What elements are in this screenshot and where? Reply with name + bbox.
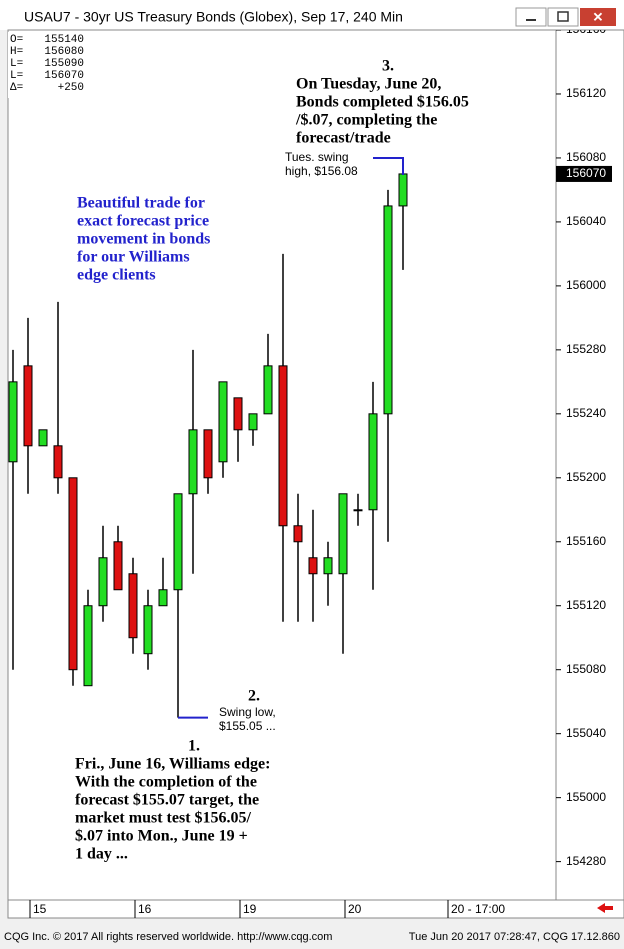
annotation-line: On Tuesday, June 20, xyxy=(296,76,441,93)
plot-layer: 156160 156120 156080 156040 156000 155280 1552… xyxy=(8,22,606,868)
scroll-arrow[interactable] xyxy=(597,903,613,913)
y-tick-label: 156120 xyxy=(566,86,606,100)
candle-body xyxy=(218,381,228,463)
info-value: 155090 xyxy=(44,58,84,70)
annotation-line: forecast/trade xyxy=(296,130,391,147)
info-value: 155140 xyxy=(44,34,84,46)
annotation-number: 2. xyxy=(248,688,260,705)
annotation-line: Fri., June 16, Williams edge: xyxy=(75,756,270,773)
info-value: 156080 xyxy=(44,46,84,58)
window-title: USAU7 - 30yr US Treasury Bonds (Globex),… xyxy=(24,9,403,25)
info-value: 156070 xyxy=(44,70,84,82)
candle-body xyxy=(203,429,213,479)
candle-body xyxy=(323,557,333,575)
y-tick-label: 155240 xyxy=(566,406,606,420)
candle-body xyxy=(308,557,318,575)
y-tick-label: 156080 xyxy=(566,150,606,164)
candle-body xyxy=(233,397,243,431)
time-axis xyxy=(7,899,624,919)
info-label: Δ= xyxy=(10,82,23,94)
annotation-line: Swing low, xyxy=(219,705,276,719)
footer-right: Tue Jun 20 2017 07:28:47, CQG 17.12.860 xyxy=(409,931,620,943)
close-button[interactable] xyxy=(580,8,616,26)
x-tick-label: 20 xyxy=(348,902,362,916)
annotation-line: edge clients xyxy=(77,267,156,284)
candle-body xyxy=(353,509,363,512)
maximize-icon xyxy=(557,11,569,22)
candle-body xyxy=(158,589,168,607)
y-tick-label: 156040 xyxy=(566,214,606,228)
candle-body xyxy=(398,173,408,207)
annotation-line: $155.05 ... xyxy=(219,719,276,733)
window-buttons[interactable]: ✕ xyxy=(515,7,616,27)
annotation-line: Beautiful trade for xyxy=(77,195,205,212)
close-icon: ✕ xyxy=(593,9,604,24)
candle-body xyxy=(248,413,258,431)
annotation-line: /$.07, completing the xyxy=(295,112,437,129)
candle-body xyxy=(278,365,288,527)
candle-body xyxy=(263,365,273,415)
info-label: H= xyxy=(10,46,23,58)
footer-left: CQG Inc. © 2017 All rights reserved worl… xyxy=(4,931,332,943)
annotation-line: forecast $155.07 target, the xyxy=(75,792,259,809)
y-tick-label: 154280 xyxy=(566,854,606,868)
y-tick-label: 155120 xyxy=(566,598,606,612)
y-tick-label: 155040 xyxy=(566,726,606,740)
y-tick-label: 155280 xyxy=(566,342,606,356)
annotation-line: market must test $156.05/ xyxy=(75,810,252,827)
annotation-line: high, $156.08 xyxy=(285,164,358,178)
y-tick-label: 155080 xyxy=(566,662,606,676)
candle-body xyxy=(98,557,108,607)
annotation-number: 3. xyxy=(382,58,394,75)
annotation-line: exact forecast price xyxy=(77,213,209,230)
annotation-line: 1 day ... xyxy=(75,846,128,863)
candle-body xyxy=(368,413,378,511)
candle-body xyxy=(113,541,123,591)
y-tick-label: 156000 xyxy=(566,278,606,292)
info-box xyxy=(8,32,86,98)
y-tick-label: 156160 xyxy=(566,22,606,36)
info-value: +250 xyxy=(58,82,84,94)
y-tick-label: 155160 xyxy=(566,534,606,548)
annotation-line: With the completion of the xyxy=(75,774,257,791)
swing-high-marker xyxy=(373,156,404,175)
x-tick-label: 15 xyxy=(33,902,47,916)
candle-body xyxy=(188,429,198,495)
candle-body xyxy=(8,381,18,463)
y-tick-label: 155200 xyxy=(566,470,606,484)
annotation-line: Tues. swing xyxy=(285,150,349,164)
minimize-button[interactable] xyxy=(515,7,547,27)
candle-body xyxy=(383,205,393,415)
y-tick-label: 155000 xyxy=(566,790,606,804)
annotation-line: Bonds completed $156.05 xyxy=(296,94,469,111)
candle-body xyxy=(338,493,348,575)
maximize-button[interactable] xyxy=(547,7,579,27)
info-label: L= xyxy=(10,58,23,70)
last-price-badge xyxy=(556,165,612,182)
annotation-line: $.07 into Mon., June 19 + xyxy=(75,828,248,845)
annotation-line: for our Williams xyxy=(77,249,190,266)
candle-body xyxy=(38,429,48,447)
candle-body xyxy=(23,365,33,447)
last-price-label: 156070 xyxy=(566,166,606,180)
candle-body xyxy=(83,605,93,687)
x-tick-label: 19 xyxy=(243,902,257,916)
candle-body xyxy=(143,605,153,655)
candle-body xyxy=(293,525,303,543)
cursor-time-label: 20 - 17:00 xyxy=(451,902,505,916)
info-label: O= xyxy=(10,34,23,46)
candle-body xyxy=(53,445,63,479)
candle-body xyxy=(68,477,78,671)
annotation-number: 1. xyxy=(188,738,200,755)
annotation-line: movement in bonds xyxy=(77,231,210,248)
candle-body xyxy=(173,493,183,591)
candle-body xyxy=(128,573,138,639)
x-tick-label: 16 xyxy=(138,902,152,916)
info-label: L= xyxy=(10,70,23,82)
